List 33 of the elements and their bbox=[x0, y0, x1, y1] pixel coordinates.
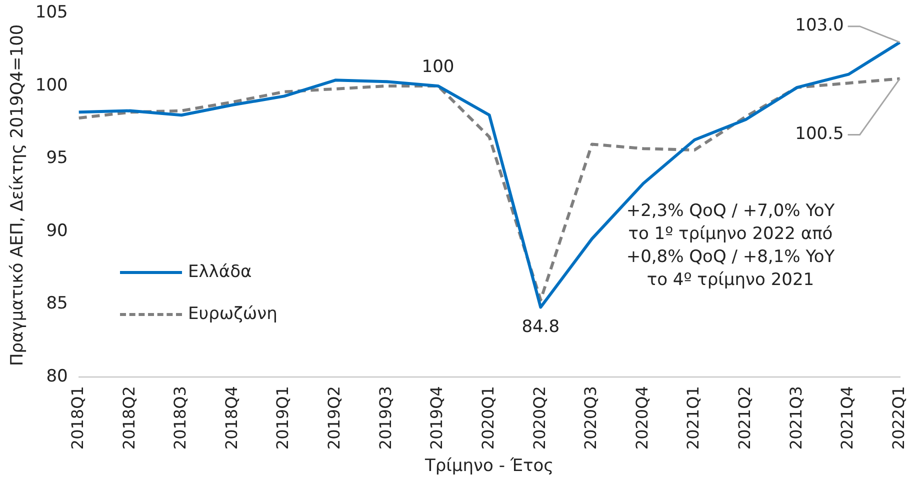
x-tick-label: 2019Q3 bbox=[376, 386, 395, 450]
line-series bbox=[77, 77, 902, 302]
x-tick-label: 2020Q1 bbox=[478, 386, 498, 450]
x-tick-label: 2020Q2 bbox=[530, 386, 549, 450]
x-tick-label: 2019Q1 bbox=[273, 386, 292, 450]
y-tick-label: 85 bbox=[46, 294, 68, 314]
annotation: 103.0 bbox=[795, 16, 844, 36]
annotation: 100.5 bbox=[795, 124, 844, 144]
x-tick-label: 2021Q4 bbox=[838, 386, 857, 450]
legend-label: Ελλάδα bbox=[188, 262, 252, 282]
y-tick-label: 80 bbox=[46, 366, 68, 387]
x-tick-label: 2019Q2 bbox=[324, 386, 344, 450]
x-tick-label: 2018Q2 bbox=[119, 386, 138, 450]
y-tick-label: 105 bbox=[35, 2, 68, 23]
legend-label: Ευρωζώνη bbox=[188, 304, 278, 324]
x-axis-title: Τρίμηνο - Έτος bbox=[424, 456, 554, 476]
x-tick-label: 2018Q3 bbox=[170, 386, 190, 450]
x-tick-label: 2018Q4 bbox=[222, 386, 241, 450]
x-tick-label: 2020Q4 bbox=[632, 386, 652, 450]
annotation: 100 bbox=[422, 56, 454, 77]
annotation: +2,3% QoQ / +7,0% YoY το 1º τρίμηνο 2022 από +0,8% QoQ / +8,1% YoY το 4º τρίμηνο 2021 bbox=[626, 201, 836, 290]
annotation: 84.8 bbox=[522, 317, 560, 338]
x-tick-label: 2021Q1 bbox=[684, 386, 703, 450]
y-tick-label: 100 bbox=[35, 75, 68, 96]
x-tick-label: 2021Q2 bbox=[735, 386, 754, 450]
y-tick-label: 95 bbox=[46, 148, 68, 168]
x-tick-label: 2019Q4 bbox=[427, 386, 446, 450]
x-tick-label: 2020Q3 bbox=[581, 386, 600, 450]
x-tick-label: 2018Q1 bbox=[68, 386, 88, 450]
y-axis-title: Πραγματικό ΑΕΠ, Δείκτης 2019Q4=100 bbox=[8, 24, 28, 366]
x-tick-label: 2021Q3 bbox=[786, 386, 806, 450]
x-tick-label: 2022Q1 bbox=[888, 386, 908, 450]
y-tick-label: 90 bbox=[46, 220, 68, 241]
